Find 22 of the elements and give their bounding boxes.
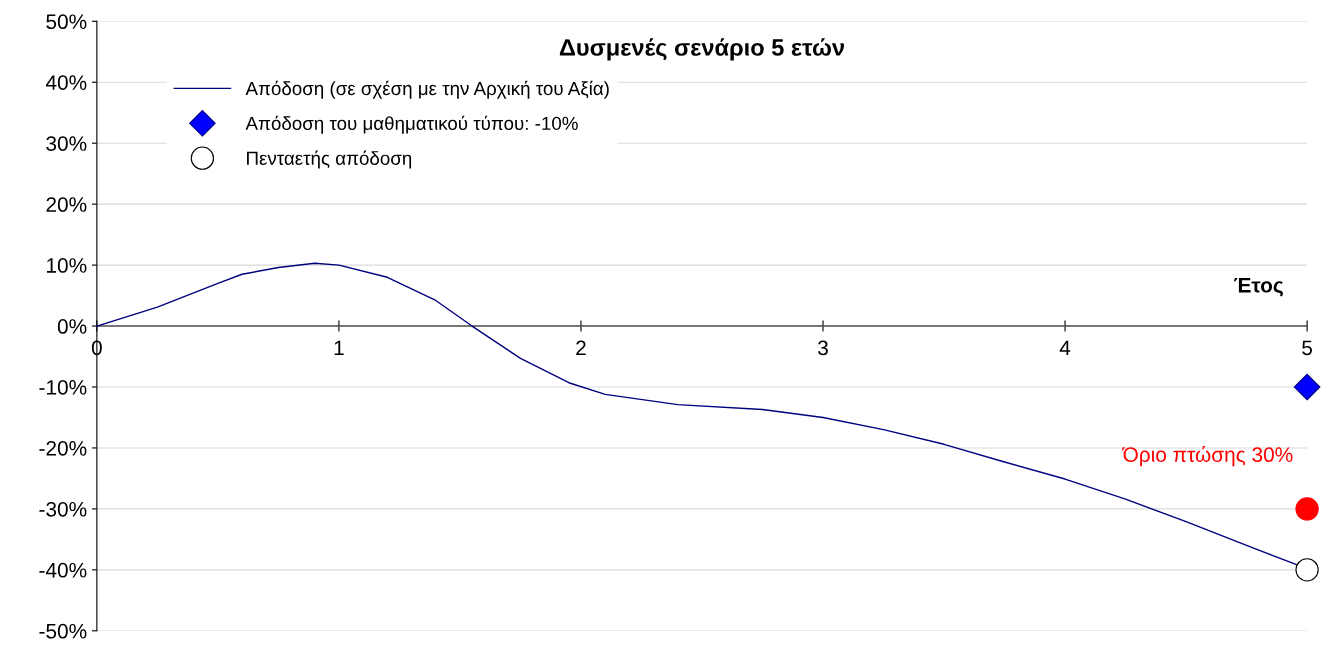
x-tick-label: 2 (576, 340, 586, 356)
x-axis-title: Έτος (1234, 278, 1283, 297)
y-tick-label: -50% (39, 623, 87, 639)
text: Δυσμενές σενάριο 5 ετών (559, 38, 844, 61)
legend-label: Απόδοση του μαθηματικού τύπου: -10% (245, 115, 578, 134)
x-tick-label: 1 (334, 340, 344, 356)
y-tick-label: -40% (39, 562, 87, 578)
legend-label: Απόδοση (σε σχέση με την Αρχική του Αξία) (245, 80, 609, 99)
y-tick-label: 20% (46, 197, 87, 212)
y-tick-label: -20% (39, 440, 87, 456)
legend-label: Πενταετής απόδοση (247, 150, 412, 169)
annotation: Όριο πτώσης 30% (1121, 446, 1293, 467)
y-tick-label: 40% (45, 75, 87, 90)
x-tick-label: 3 (818, 340, 828, 356)
y-tick-label: 30% (46, 136, 87, 151)
y-tick-label: 50% (46, 14, 87, 30)
y-tick-label: 10% (47, 258, 87, 273)
x-tick-label: 4 (1059, 340, 1071, 356)
y-tick-label: -10% (39, 380, 87, 395)
x-tick-label: 5 (1302, 340, 1313, 356)
y-tick-label: -30% (39, 501, 87, 517)
y-tick-label: 0% (57, 319, 87, 334)
